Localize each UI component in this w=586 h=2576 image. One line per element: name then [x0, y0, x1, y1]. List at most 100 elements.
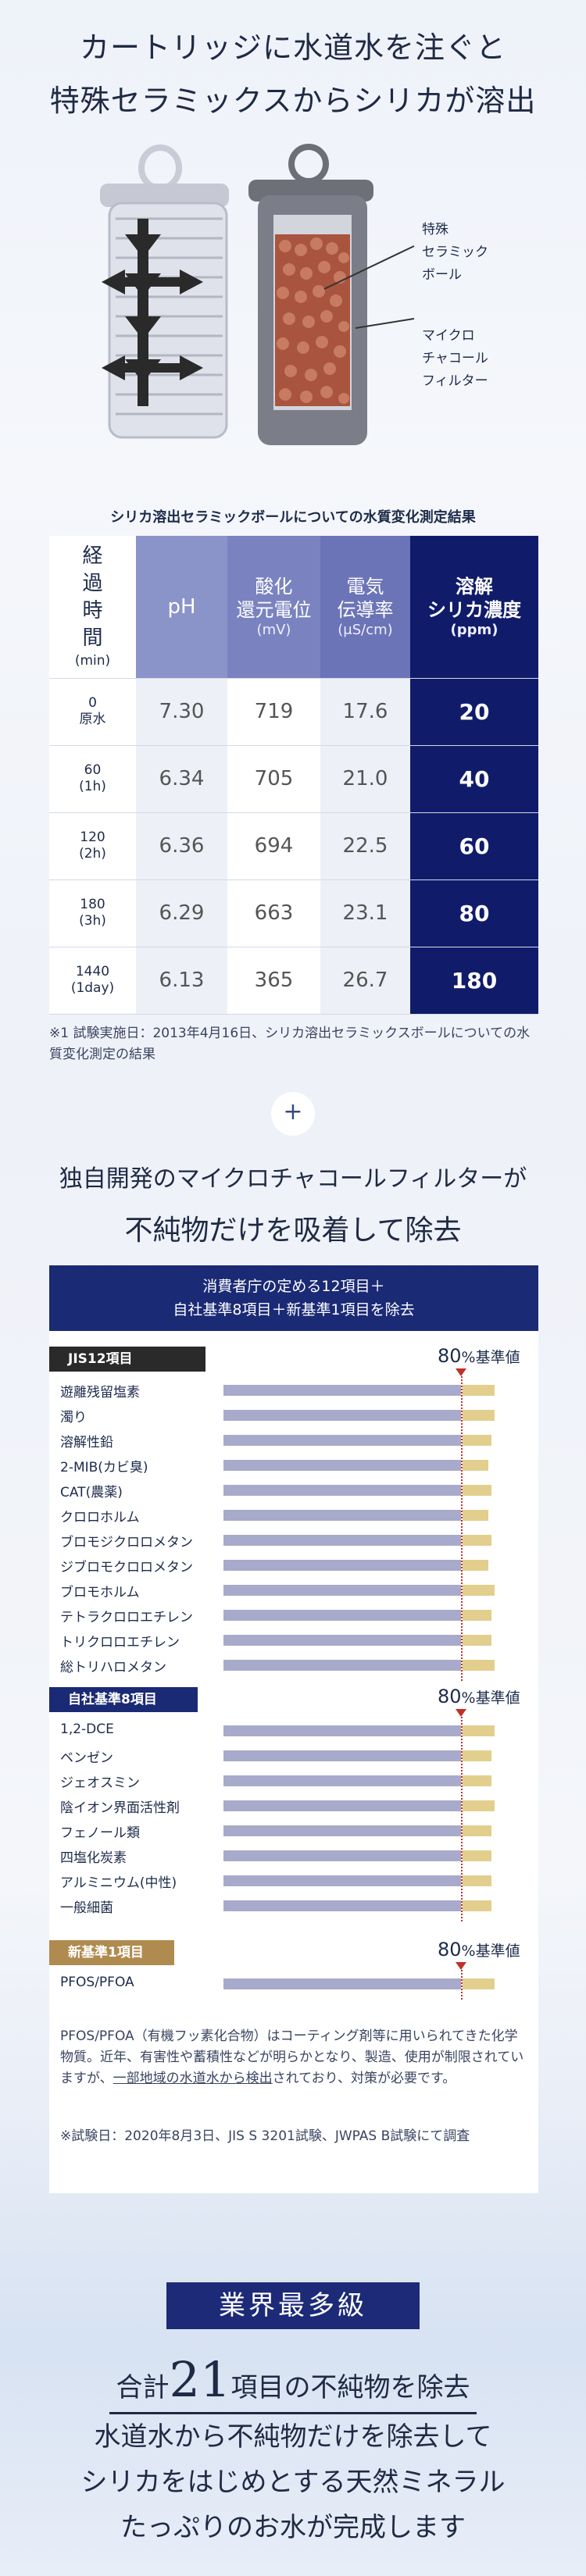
- contaminant-label: ブロモホルム: [60, 1585, 140, 1600]
- removal-bar: [223, 1460, 461, 1471]
- section2-line2: 不純物だけを吸着して除去: [124, 1215, 462, 1247]
- cell-time: 1440 (1day): [49, 947, 136, 1015]
- removal-bar-excess: [463, 1635, 492, 1646]
- cell-time: 0 原水: [49, 678, 136, 746]
- cell-silica: 60: [410, 812, 538, 880]
- industry-best-badge: 業界最多級: [166, 2282, 420, 2329]
- headline-line1: カートリッジに水道水を注ぐと: [79, 30, 506, 65]
- cell-ph: 6.36: [136, 812, 227, 880]
- cell-ec: 17.6: [320, 678, 410, 746]
- cell-ec: 22.5: [320, 812, 410, 880]
- cell-ec: 21.0: [320, 745, 410, 813]
- contaminant-label: アルミニウム(中性): [60, 1875, 177, 1891]
- table-row: 0 原水 7.30 719 17.6 20: [49, 678, 538, 746]
- standard-marker-icon: [456, 1962, 466, 1970]
- removal-bar-excess: [463, 1750, 492, 1761]
- table-row: 1440 (1day) 6.13 365 26.7 180: [49, 947, 538, 1015]
- removal-bar-excess: [463, 1900, 492, 1911]
- removal-bar: [223, 1535, 461, 1546]
- cell-silica: 180: [410, 947, 538, 1015]
- removal-bar-excess: [463, 1825, 492, 1836]
- contaminant-label: 溶解性鉛: [60, 1435, 113, 1450]
- cell-orp: 694: [227, 812, 320, 880]
- headline-line2: 特殊セラミックスからシリカが溶出: [49, 84, 537, 118]
- cell-orp: 719: [227, 678, 320, 746]
- removal-bar: [223, 1435, 461, 1446]
- removal-bar: [223, 1800, 461, 1811]
- cell-time: 120 (2h): [49, 812, 136, 880]
- removal-bar-excess: [463, 1725, 495, 1736]
- removal-bar-excess: [463, 1610, 492, 1621]
- removal-bar-excess: [463, 1485, 492, 1496]
- table-row: 120 (2h) 6.36 694 22.5 60: [49, 812, 538, 880]
- finale-underline: [109, 2412, 477, 2414]
- removal-bar-excess: [463, 1410, 495, 1421]
- contaminant-label: テトラクロロエチレン: [60, 1610, 193, 1625]
- pfos-note: PFOS/PFOA（有機フッ素化合物）はコーティング剤等に用いられてきた化学物質…: [60, 2028, 524, 2086]
- cartridge-drawing: [100, 144, 415, 445]
- removal-bar-excess: [463, 1978, 495, 1989]
- group-tag: JIS12項目: [49, 1347, 205, 1372]
- cell-silica: 40: [410, 745, 538, 813]
- removal-bar: [223, 1850, 461, 1861]
- contaminant-label: PFOS/PFOA: [60, 1975, 134, 1990]
- table-row: 60 (1h) 6.34 705 21.0 40: [49, 745, 538, 813]
- contaminant-label: トリクロロエチレン: [60, 1635, 180, 1650]
- panel-header: 消費者庁の定める12項目＋ 自社基準8項目＋新基準1項目を除去: [49, 1265, 538, 1331]
- table-header-row: 経 過 時 間 (min) pH 酸化 還元電位 (mV) 電気 伝導率 (μS…: [49, 536, 538, 679]
- removal-bar: [223, 1485, 461, 1496]
- finale-line4: たっぷりのお水が完成します: [120, 2512, 466, 2543]
- cell-ph: 6.29: [136, 879, 227, 947]
- table-caption: シリカ溶出セラミックボールについての水質変化測定結果: [110, 509, 476, 526]
- contaminant-label: 1,2-DCE: [60, 1721, 114, 1737]
- standard-marker-icon: [456, 1709, 466, 1717]
- removal-bar: [223, 1510, 461, 1521]
- removal-bar: [223, 1825, 461, 1836]
- header-ph: pH: [136, 536, 227, 679]
- standard-line: [461, 1717, 463, 1921]
- contaminant-label: フェノール類: [60, 1825, 140, 1841]
- removal-bar-excess: [463, 1875, 492, 1886]
- table-footnote: ※1 試験実施日：2013年4月16日、シリカ溶出セラミックスボールについての水…: [49, 1026, 531, 1062]
- removal-bar: [223, 1385, 461, 1396]
- contaminant-label: クロロホルム: [60, 1510, 140, 1525]
- header-ec: 電気 伝導率 (μS/cm): [320, 536, 410, 679]
- contaminant-label: 遊離残留塩素: [60, 1385, 140, 1400]
- cartridge-illustration: 特殊 セラミック ボール マイクロ チャコール フィルター: [0, 141, 586, 469]
- removal-bar: [223, 1750, 461, 1761]
- removal-bar: [223, 1725, 461, 1736]
- label-ceramic-ball: 特殊 セラミック ボール: [422, 222, 488, 283]
- contaminant-label: 陰イオン界面活性剤: [60, 1800, 180, 1816]
- contaminant-label: ジブロモクロロメタン: [60, 1560, 193, 1575]
- removal-bar: [223, 1978, 461, 1989]
- contaminant-label: ジェオスミン: [60, 1775, 140, 1791]
- cell-ec: 26.7: [320, 947, 410, 1015]
- removal-bar-excess: [463, 1775, 492, 1786]
- removal-bar-excess: [463, 1850, 492, 1861]
- removal-bar: [223, 1560, 461, 1571]
- standard-label: 80%基準値: [438, 1345, 520, 1367]
- contaminant-label: 一般細菌: [60, 1900, 113, 1916]
- header-orp: 酸化 還元電位 (mV): [227, 536, 320, 679]
- removal-bar: [223, 1610, 461, 1621]
- removal-bar-excess: [463, 1560, 489, 1571]
- cell-time: 180 (3h): [49, 879, 136, 947]
- removal-bar: [223, 1660, 461, 1671]
- header-time: 経 過 時 間 (min): [49, 536, 136, 679]
- finale-line1: 合計21項目の不純物を除去: [0, 2351, 586, 2414]
- removal-bar-excess: [463, 1510, 489, 1521]
- standard-marker-icon: [456, 1368, 466, 1376]
- label-micro-charcoal: マイクロ チャコール フィルター: [422, 328, 488, 389]
- total-count: 21: [169, 2351, 231, 2408]
- group-tag: 自社基準8項目: [49, 1687, 198, 1712]
- finale-line3: シリカをはじめとする天然ミネラル: [80, 2467, 506, 2498]
- removal-bar: [223, 1875, 461, 1886]
- water-quality-table: 経 過 時 間 (min) pH 酸化 還元電位 (mV) 電気 伝導率 (μS…: [49, 536, 538, 1015]
- contaminant-label: 2-MIB(カビ臭): [60, 1460, 148, 1475]
- standard-label: 80%基準値: [438, 1939, 520, 1961]
- removal-bar: [223, 1775, 461, 1786]
- removal-bar-excess: [463, 1535, 492, 1546]
- standard-line: [461, 1970, 463, 2000]
- finale-line2: 水道水から不純物だけを除去して: [94, 2421, 492, 2453]
- removal-bar-excess: [463, 1585, 495, 1596]
